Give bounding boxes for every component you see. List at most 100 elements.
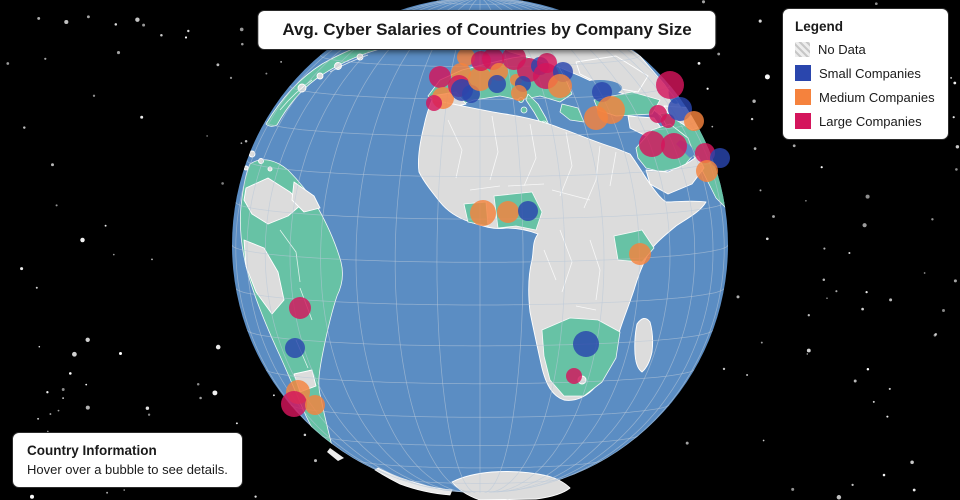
bubble-small[interactable] [285,338,305,358]
graticule-line [265,369,695,385]
graticule-line [436,0,524,5]
star [711,125,714,128]
star [861,307,864,311]
bubble-medium[interactable] [497,201,519,223]
star [746,373,749,377]
star [135,17,140,22]
star [265,72,268,75]
star [701,0,706,4]
bubble-medium[interactable] [511,85,527,101]
star [942,309,945,312]
star [151,258,153,261]
no-data-swatch [795,42,810,57]
star [872,400,875,403]
star [37,16,41,20]
bubble-medium[interactable] [468,67,492,91]
star [86,15,90,19]
star [835,290,838,293]
star [37,417,40,420]
star [862,223,867,228]
graticule-line [357,460,603,469]
legend-color-swatch [795,89,811,105]
bubble-medium[interactable] [629,243,651,265]
bubble-medium[interactable] [305,395,325,415]
star [119,352,122,355]
bubble-small[interactable] [710,148,730,168]
star [72,351,77,357]
star [142,23,146,27]
star [46,430,49,433]
star [23,126,26,129]
star [216,63,220,67]
star [314,459,317,463]
bubble-medium[interactable] [548,74,572,98]
bubble-small[interactable] [573,331,599,357]
star [6,62,10,65]
star [254,495,257,498]
star [912,488,916,492]
bubble-large[interactable] [639,131,665,157]
graticule-line [235,288,725,306]
caribbean-island [243,165,249,171]
bubble-large[interactable] [537,53,557,73]
star [760,341,763,344]
star [952,116,955,119]
star [806,353,809,355]
star [272,394,275,397]
star [51,163,54,167]
legend-item: Small Companies [795,65,936,81]
graticule-line [264,120,696,137]
star [106,491,109,494]
star [229,76,233,80]
graticule-line [321,435,639,446]
bubble-large[interactable] [426,95,442,111]
graticule-line [289,85,671,100]
star [865,290,868,294]
bubble-large[interactable] [566,368,582,384]
bubbles-layer [281,46,730,417]
star [147,413,151,416]
bubble-large[interactable] [661,114,675,128]
bubble-medium[interactable] [584,106,608,130]
star [697,62,701,65]
star [114,23,118,26]
star [46,391,49,394]
star [836,495,842,500]
bubble-large[interactable] [281,391,307,417]
star [206,135,208,137]
bubble-small[interactable] [518,201,538,221]
legend-item-label: Large Companies [819,113,922,129]
legend-item-label: Small Companies [819,65,921,81]
bubble-large[interactable] [429,66,451,88]
graticule-line [246,329,714,347]
bubble-medium[interactable] [470,200,496,226]
star [910,460,914,465]
bubble-medium[interactable] [684,111,704,131]
bubble-medium[interactable] [457,48,475,66]
star [750,117,754,121]
bubble-large[interactable] [661,133,687,159]
bubble-small[interactable] [488,75,506,93]
star [931,218,934,221]
map-title-text: Avg. Cyber Salaries of Countries by Comp… [282,20,692,39]
star [851,483,854,487]
star [62,397,64,399]
bubble-medium[interactable] [696,160,718,182]
star [85,405,90,410]
bubble-large[interactable] [656,71,684,99]
star [85,337,90,342]
star [196,383,200,386]
star [886,415,889,418]
star [123,489,125,491]
bubble-large[interactable] [289,297,311,319]
star [953,81,957,85]
star [955,168,958,171]
star [235,422,238,425]
legend-color-swatch [795,113,811,129]
star [822,278,826,282]
star [35,286,38,289]
star [722,367,726,371]
star [68,372,72,375]
